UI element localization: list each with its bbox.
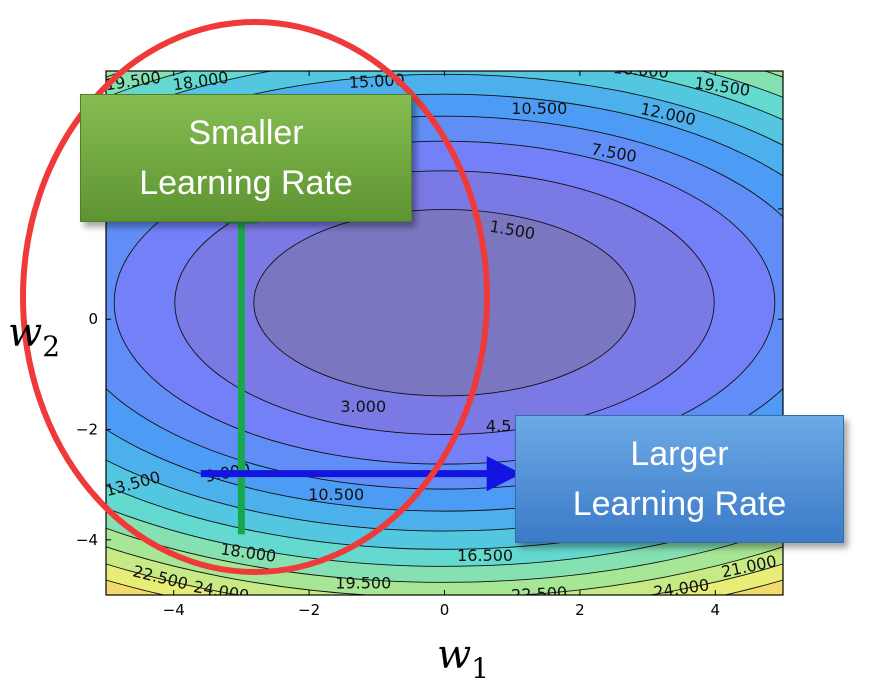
y-axis-label: w2	[8, 310, 60, 363]
x-tick-label: 0	[440, 601, 450, 619]
contour-label: 16.000	[612, 58, 669, 82]
contour-line	[106, 115, 783, 490]
contour-label: 4.5	[486, 416, 511, 435]
contour-label: 3.000	[340, 397, 386, 416]
contour-label: 16.500	[457, 546, 513, 565]
y-tick-label: −2	[76, 421, 98, 439]
y-tick-label: 0	[88, 310, 98, 328]
contour-band	[253, 209, 636, 396]
larger-callout-line2: Learning Rate	[572, 485, 787, 523]
contour-label: 18.000	[172, 68, 230, 95]
x-tick-label: −4	[163, 601, 185, 619]
contour-label: 22.500	[511, 583, 568, 605]
contour-label: 24.000	[652, 575, 710, 602]
contour-line	[106, 71, 783, 567]
contour-line	[253, 208, 636, 397]
smaller-learning-rate-callout: Smaller Learning Rate	[80, 94, 412, 222]
smaller-callout-line2: Learning Rate	[139, 164, 353, 202]
x-tick-label: 4	[711, 601, 721, 619]
contour-label: 10.500	[308, 485, 364, 504]
contour-label: 10.500	[511, 99, 567, 118]
y-tick-label: −4	[76, 531, 98, 549]
x-tick-label: −2	[298, 601, 320, 619]
contour-line	[174, 170, 715, 435]
contour-line	[106, 71, 783, 550]
smaller-callout-line1: Smaller	[188, 114, 304, 152]
contour-line	[106, 71, 783, 583]
contour-label: 19.500	[335, 573, 391, 592]
larger-learning-rate-callout: Larger Learning Rate	[515, 415, 844, 543]
larger-callout-line1: Larger	[630, 435, 729, 473]
x-axis-label: w1	[437, 632, 489, 685]
contour-line	[106, 93, 783, 512]
x-tick-label: 2	[575, 601, 585, 619]
red-circle-annotation	[20, 19, 490, 575]
